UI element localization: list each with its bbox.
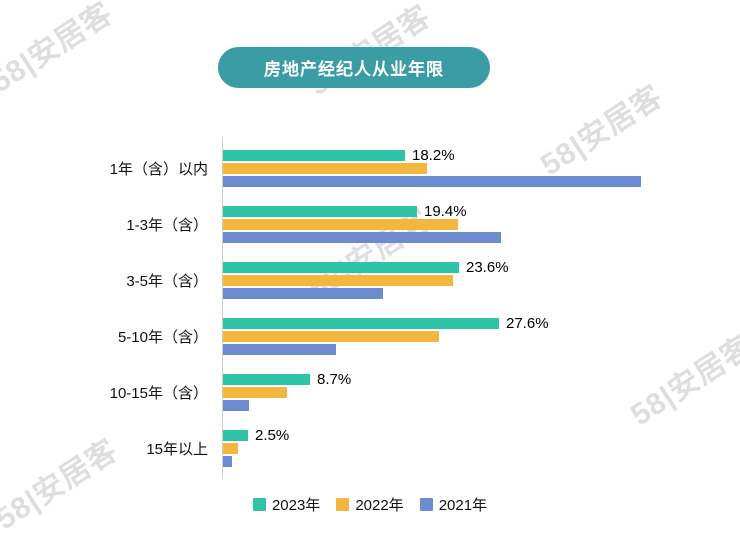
bar-2023年: [223, 317, 499, 329]
value-label: 8.7%: [317, 370, 352, 388]
category-label: 10-15年（含）: [109, 384, 208, 402]
legend-item: 2022年: [336, 494, 404, 515]
legend-swatch: [252, 498, 266, 511]
legend-swatch: [419, 498, 433, 511]
chart-title: 房地产经纪人从业年限: [218, 47, 490, 88]
category-label: 3-5年（含）: [126, 272, 208, 290]
legend-label: 2023年: [271, 497, 321, 514]
bar-2022年: [223, 218, 458, 230]
chart-row: 15年以上 2.5%: [14, 420, 726, 476]
legend-label: 2022年: [355, 497, 404, 514]
legend-swatch: [336, 498, 350, 511]
chart-row: 3-5年（含） 23.6%: [14, 252, 726, 308]
value-label: 18.2%: [412, 146, 455, 164]
chart-row: 5-10年（含） 27.6%: [14, 308, 726, 364]
legend-item: 2023年: [252, 494, 321, 515]
chart-row: 1年（含）以内 18.2%: [14, 140, 726, 196]
bar-2022年: [223, 386, 287, 398]
bar-2023年: [223, 149, 405, 161]
bar-group: 19.4%: [222, 202, 726, 243]
bar-2022年: [223, 442, 238, 454]
value-label: 19.4%: [424, 202, 467, 220]
bar-2022年: [223, 330, 439, 342]
chart-row: 10-15年（含） 8.7%: [14, 364, 726, 420]
category-label: 15年以上: [146, 440, 208, 458]
chart-row: 1-3年（含） 19.4%: [14, 196, 726, 252]
bar-chart: 1年（含）以内 18.2% 1-3年（含） 19.4% 3-5年（含） 23.6% 5-10…: [14, 138, 726, 478]
bar-2021年: [223, 399, 249, 411]
value-label: 27.6%: [506, 314, 549, 332]
legend: 2023年 2022年 2021年: [0, 494, 740, 515]
y-axis-line: [222, 138, 223, 478]
category-label: 1年（含）以内: [109, 160, 208, 178]
bar-2021年: [223, 343, 336, 355]
legend-item: 2021年: [419, 494, 488, 515]
value-label: 2.5%: [255, 426, 290, 444]
bar-2021年: [223, 287, 383, 299]
watermark: 58|安居客: [0, 0, 119, 100]
legend-label: 2021年: [438, 497, 488, 514]
bar-group: 23.6%: [222, 258, 726, 299]
category-label: 1-3年（含）: [126, 216, 208, 234]
bar-2023年: [223, 373, 310, 385]
bar-2021年: [223, 455, 232, 467]
value-label: 23.6%: [466, 258, 509, 276]
bar-group: 18.2%: [222, 146, 726, 187]
bar-2022年: [223, 162, 427, 174]
bar-2023年: [223, 205, 417, 217]
bar-2021年: [223, 231, 501, 243]
bar-2023年: [223, 429, 248, 441]
bar-chart-rows: 1年（含）以内 18.2% 1-3年（含） 19.4% 3-5年（含） 23.6% 5-10…: [14, 140, 726, 476]
bar-group: 2.5%: [222, 426, 726, 467]
category-label: 5-10年（含）: [117, 328, 208, 346]
bar-2022年: [223, 274, 453, 286]
bar-2023年: [223, 261, 459, 273]
bar-group: 8.7%: [222, 370, 726, 411]
bar-group: 27.6%: [222, 314, 726, 355]
bar-2021年: [223, 175, 641, 187]
